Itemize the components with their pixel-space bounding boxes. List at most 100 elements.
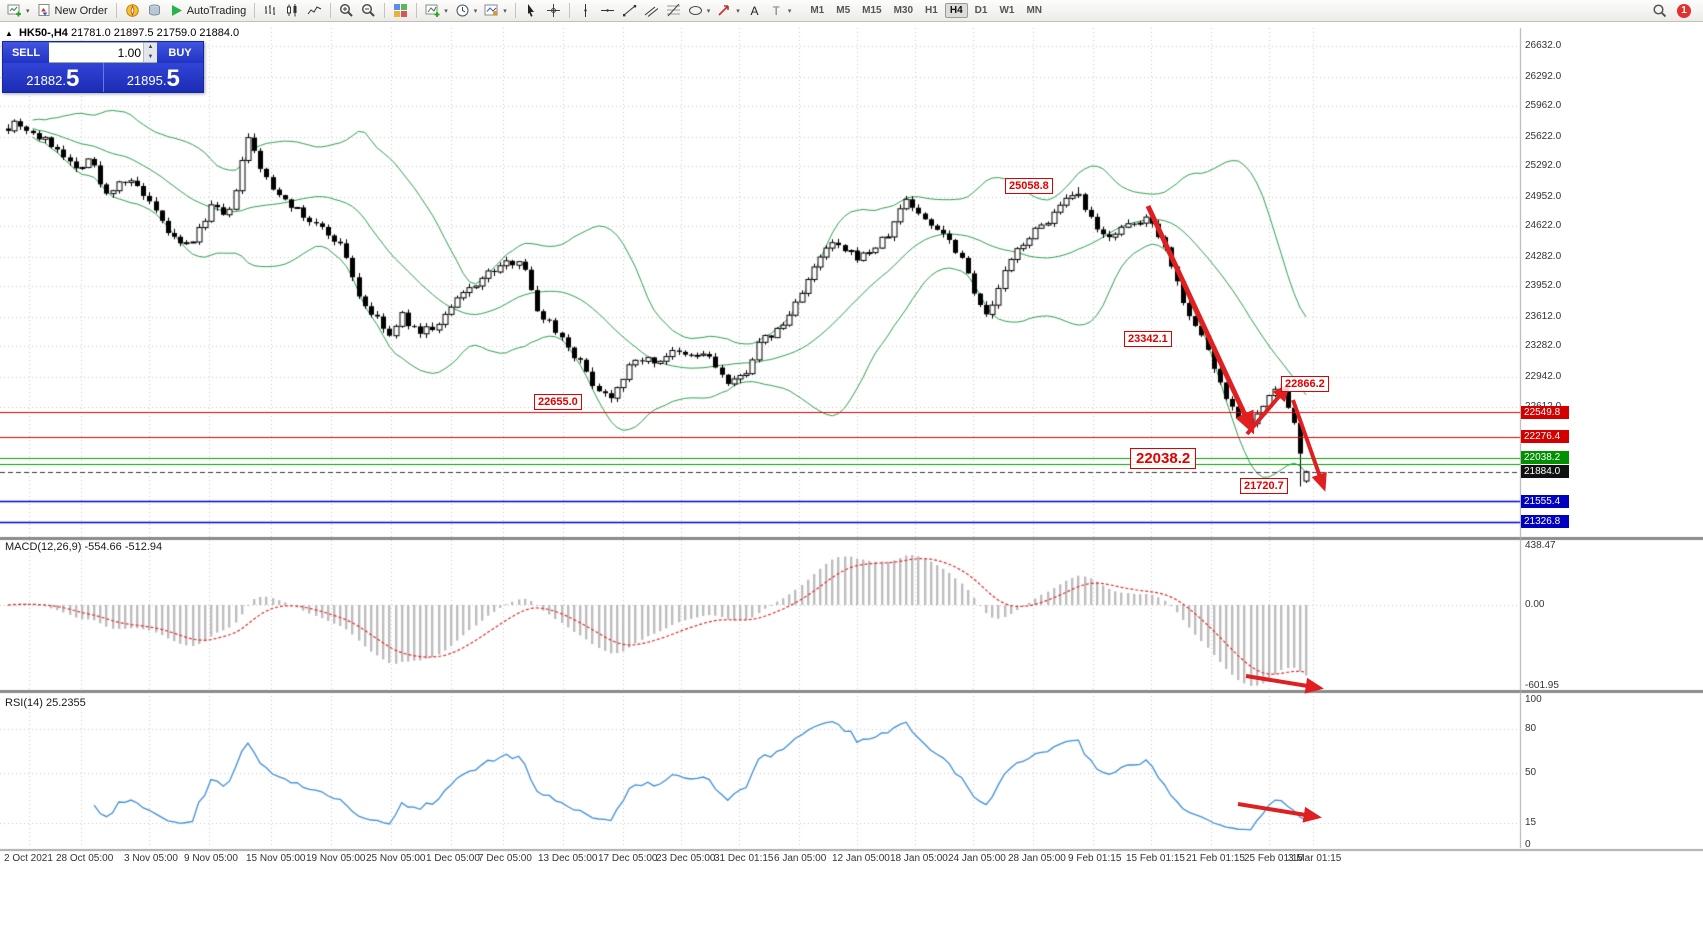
periods-button[interactable]: ▾	[452, 2, 481, 20]
autotrading-button[interactable]: AutoTrading	[166, 2, 250, 20]
buy-price-big: 5	[166, 65, 180, 92]
volume-up-icon[interactable]: ▲	[147, 44, 154, 50]
templates-icon	[484, 3, 499, 18]
vertical-line-icon	[578, 3, 593, 18]
crosshair-button[interactable]	[543, 2, 564, 20]
bar-chart-icon	[263, 3, 278, 18]
navigator-button[interactable]	[122, 2, 143, 20]
chevron-down-icon: ▾	[706, 7, 711, 15]
history-center-button[interactable]	[144, 2, 165, 20]
fibonacci-button[interactable]	[663, 2, 684, 20]
toolbar-separator	[115, 3, 117, 18]
buy-button[interactable]: BUY	[157, 42, 203, 63]
sell-button[interactable]: SELL	[3, 42, 49, 63]
timeframe-h4[interactable]: H4	[944, 3, 968, 18]
timeframe-m15[interactable]: M15	[862, 5, 882, 16]
sell-price-small: 21882.	[26, 73, 66, 88]
crosshair-icon	[546, 3, 561, 18]
timeframe-w1[interactable]: W1	[999, 5, 1015, 16]
cursor-button[interactable]	[521, 2, 542, 20]
svg-text:A: A	[750, 4, 758, 18]
text-icon: A	[747, 3, 762, 18]
vertical-line-button[interactable]	[575, 2, 596, 20]
sell-price[interactable]: 21882. 5	[3, 63, 103, 92]
autotrading-icon	[169, 3, 184, 18]
volume-box: ▲ ▼	[49, 42, 157, 63]
toolbar-separator	[330, 3, 332, 18]
timeframe-h1[interactable]: H1	[925, 5, 938, 16]
one-click-toggle-icon[interactable]: ▲	[5, 29, 13, 38]
volume-spinner[interactable]: ▲ ▼	[143, 43, 157, 62]
toolbar-separator	[568, 3, 570, 18]
line-chart-icon	[307, 3, 322, 18]
candlestick-chart-button[interactable]	[282, 2, 303, 20]
chevron-down-icon: ▾	[787, 7, 792, 15]
buy-price[interactable]: 21895. 5	[104, 63, 204, 92]
new-order-icon	[37, 3, 52, 18]
tile-windows-icon	[393, 3, 408, 18]
one-click-trading-panel: SELL ▲ ▼ BUY 21882. 5 21895. 5	[2, 41, 204, 93]
volume-down-icon[interactable]: ▼	[147, 53, 154, 60]
new-order-button[interactable]: New Order	[34, 2, 111, 20]
arrows-icon	[717, 3, 732, 18]
horizontal-line-button[interactable]	[597, 2, 618, 20]
zoom-in-button[interactable]	[336, 2, 357, 20]
zoom-out-button[interactable]	[358, 2, 379, 20]
text-button[interactable]: A	[744, 2, 765, 20]
shapes-icon	[688, 3, 703, 18]
volume-input[interactable]	[49, 43, 143, 62]
chart-symbol-line: ▲ HK50-,H4 21781.0 21897.5 21759.0 21884…	[5, 27, 239, 39]
zoom-out-icon	[361, 3, 376, 18]
trendline-icon	[622, 3, 637, 18]
timeframe-d1[interactable]: D1	[974, 5, 988, 16]
chevron-down-icon: ▾	[736, 7, 740, 15]
line-chart-button[interactable]	[304, 2, 325, 20]
chevron-down-icon: ▾	[26, 7, 30, 15]
price-divider	[102, 63, 104, 92]
navigator-icon	[125, 3, 140, 18]
timeframe-m1[interactable]: M1	[810, 5, 825, 16]
new-order-button-label: New Order	[54, 4, 108, 17]
sell-price-big: 5	[65, 65, 80, 92]
timeframe-m30[interactable]: M30	[893, 5, 914, 16]
bar-chart-button[interactable]	[260, 2, 281, 20]
arrows-button[interactable]: ▾	[714, 2, 743, 20]
chevron-down-icon: ▾	[444, 7, 448, 15]
label-button[interactable]: T ▾	[766, 2, 795, 20]
toolbar: ▾ New Order AutoTrading ▾ ▾ ▾ ▾ ▾ A T ▾ M1 M5 M15 M30 H…	[0, 0, 1703, 22]
buy-price-small: 21895.	[126, 73, 167, 88]
new-chart-button[interactable]: ▾	[4, 2, 33, 20]
timeframe-bar: M1 M5 M15 M30 H1 H4 D1 W1 MN	[805, 3, 1047, 18]
toolbar-separator	[514, 3, 516, 18]
notification-badge[interactable]: 1	[1677, 3, 1691, 18]
history-center-icon	[147, 3, 162, 18]
toolbar-separator	[254, 3, 256, 18]
toolbar-separator	[384, 3, 386, 18]
indicators-icon	[425, 3, 440, 18]
timeframe-mn[interactable]: MN	[1026, 5, 1042, 16]
search-button[interactable]	[1649, 2, 1670, 20]
chart-ohlc-values: 21781.0 21897.5 21759.0 21884.0	[70, 27, 240, 39]
channel-button[interactable]	[641, 2, 662, 20]
tile-windows-button[interactable]	[390, 2, 411, 20]
timeframe-m5[interactable]: M5	[836, 5, 851, 16]
chart-symbol: HK50-,H4	[18, 27, 68, 39]
chevron-down-icon: ▾	[473, 7, 478, 15]
periods-icon	[455, 3, 470, 18]
channel-icon	[644, 3, 659, 18]
cursor-icon	[524, 3, 539, 18]
candlestick-chart-icon	[285, 3, 300, 18]
chevron-down-icon: ▾	[503, 7, 507, 15]
trendline-button[interactable]	[619, 2, 640, 20]
indicators-button[interactable]: ▾	[422, 2, 451, 20]
horizontal-line-icon	[600, 3, 615, 18]
toolbar-separator	[416, 3, 418, 18]
shapes-button[interactable]: ▾	[685, 2, 714, 20]
svg-text:T: T	[772, 4, 780, 18]
templates-button[interactable]: ▾	[481, 2, 510, 20]
new-chart-icon	[7, 3, 22, 18]
zoom-in-icon	[339, 3, 354, 18]
fibonacci-icon	[666, 3, 681, 18]
